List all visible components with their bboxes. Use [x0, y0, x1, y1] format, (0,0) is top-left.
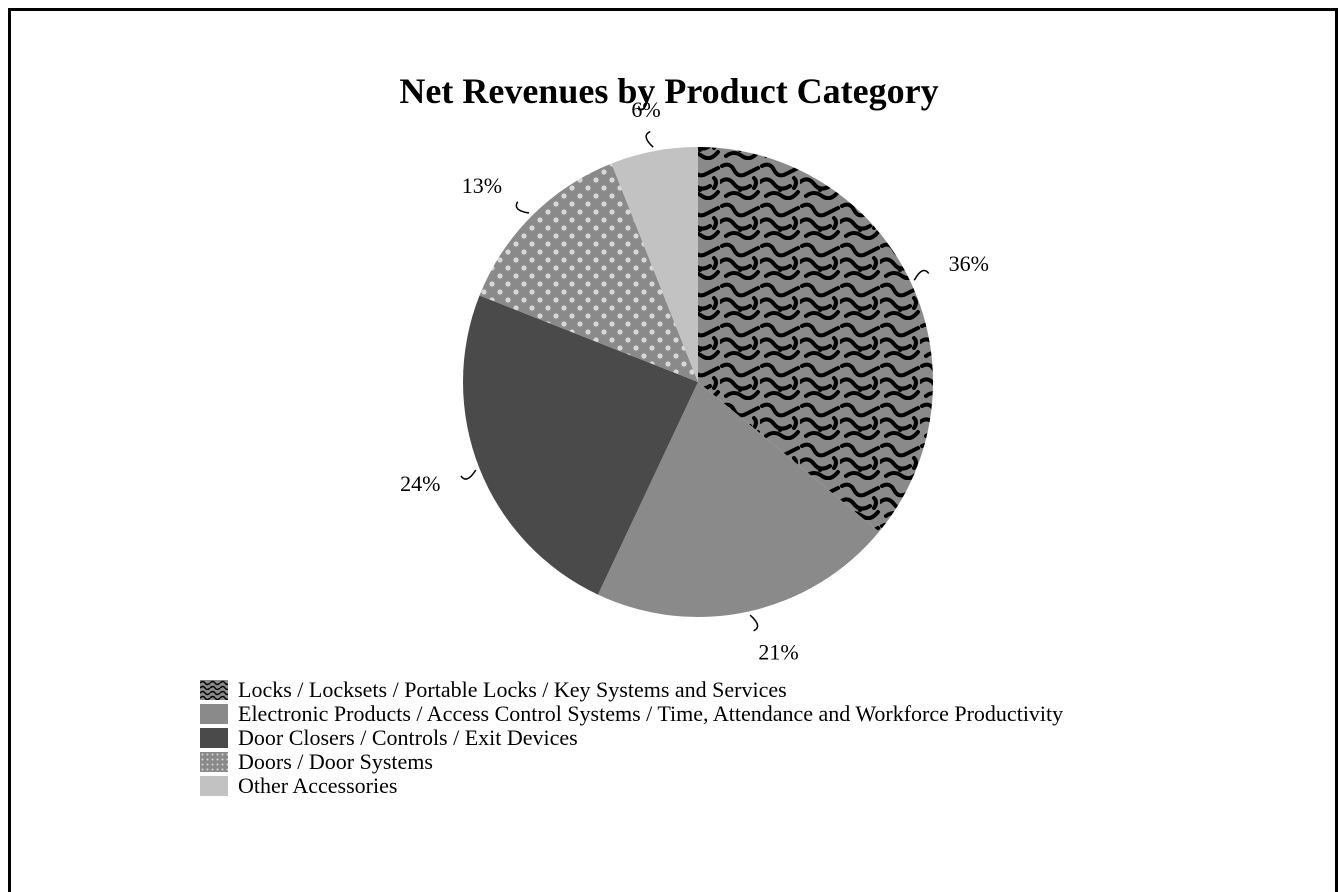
- legend-item: Other Accessories: [200, 774, 1063, 798]
- legend-swatch: [200, 776, 228, 796]
- legend-label: Other Accessories: [238, 773, 398, 798]
- leader-line: [460, 469, 477, 480]
- legend-swatch: [200, 680, 228, 700]
- legend-swatch: [200, 728, 228, 748]
- data-label: 21%: [758, 639, 798, 664]
- leader-line: [515, 201, 530, 214]
- pie-slice-21-1: [597, 382, 880, 617]
- legend-item: Doors / Door Systems: [200, 750, 1063, 774]
- legend-label: Locks / Locksets / Portable Locks / Key …: [238, 677, 787, 702]
- pie-slice-13-3: [479, 163, 698, 382]
- chart-title: Net Revenues by Product Category: [399, 71, 939, 111]
- legend-label: Door Closers / Controls / Exit Devices: [238, 725, 578, 750]
- leader-line: [645, 130, 654, 148]
- legend-item: Locks / Locksets / Portable Locks / Key …: [200, 678, 1063, 702]
- legend-label: Doors / Door Systems: [238, 749, 433, 774]
- pie-slice-6-4: [611, 147, 698, 382]
- legend-label: Electronic Products / Access Control Sys…: [238, 701, 1064, 726]
- legend-swatch: [200, 704, 228, 724]
- pie-slice-36-0: [698, 147, 933, 532]
- pie-slice-24-2: [463, 295, 698, 595]
- chart-frame: [8, 8, 1338, 892]
- leader-line: [913, 269, 930, 281]
- data-label: 6%: [631, 97, 660, 122]
- leader-line: [749, 614, 759, 632]
- legend-swatch: [200, 752, 228, 772]
- legend-item: Door Closers / Controls / Exit Devices: [200, 726, 1063, 750]
- data-label: 24%: [400, 471, 440, 496]
- legend-item: Electronic Products / Access Control Sys…: [200, 702, 1063, 726]
- data-label: 13%: [462, 173, 502, 198]
- legend: Locks / Locksets / Portable Locks / Key …: [200, 678, 1063, 798]
- data-label: 36%: [949, 251, 989, 276]
